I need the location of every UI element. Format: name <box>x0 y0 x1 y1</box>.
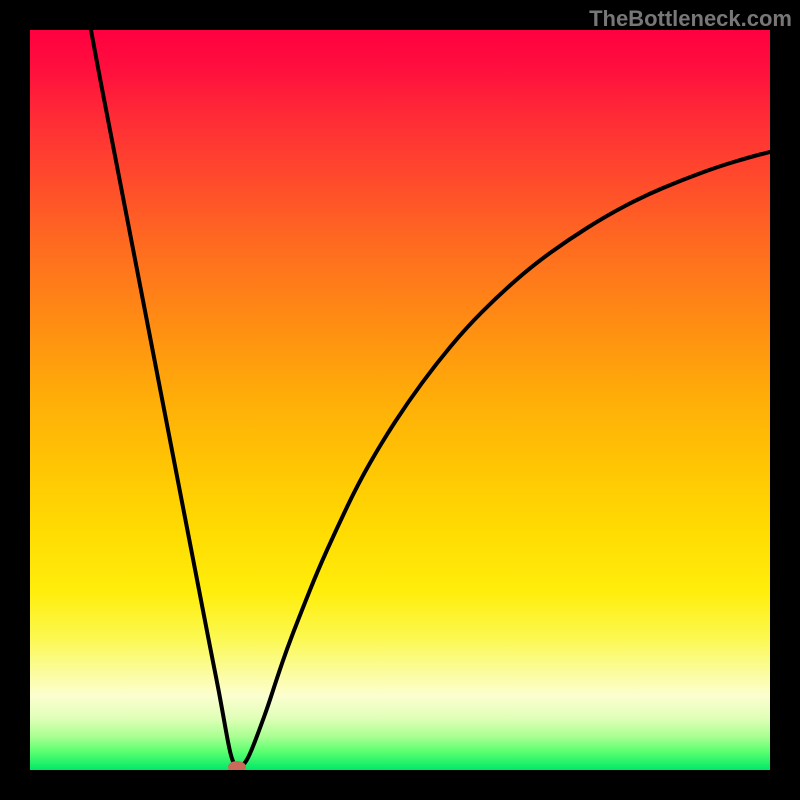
plot-area <box>30 30 770 770</box>
gradient-background <box>30 30 770 770</box>
chart-container: TheBottleneck.com <box>0 0 800 800</box>
chart-svg <box>30 30 770 770</box>
watermark-text: TheBottleneck.com <box>589 6 792 32</box>
